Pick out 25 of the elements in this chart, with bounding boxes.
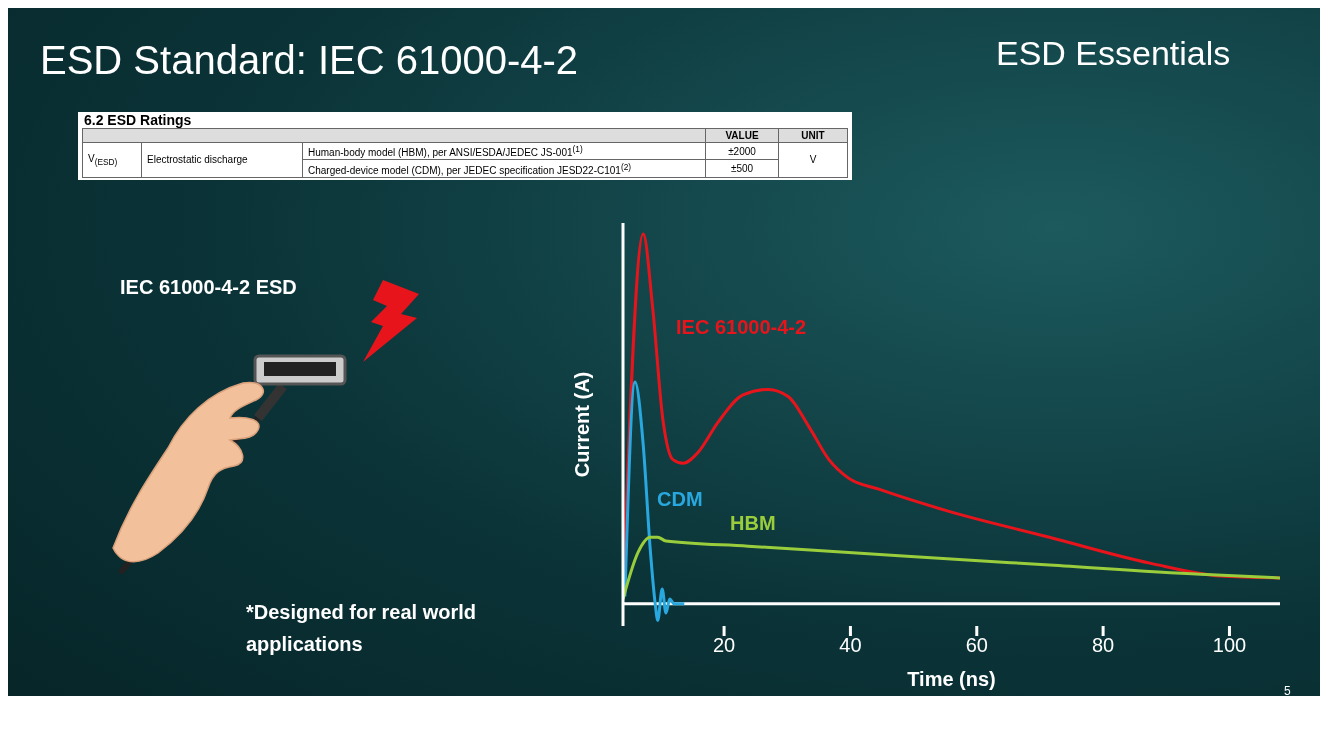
text: UNIT <box>801 130 825 141</box>
text: ±500 <box>730 162 754 174</box>
text: V$_{(ESD)}$ <box>88 152 118 167</box>
text: VALUE <box>725 130 759 141</box>
text: Electrostatic discharge <box>147 154 248 166</box>
text: V <box>809 154 817 166</box>
series-label: HBM <box>730 512 776 535</box>
x-axis-title: Time (ns) <box>907 668 996 690</box>
text: Human-body model (HBM), per ANSI/ESDA/JEDEC JS-001$^{(1)}$ <box>308 144 583 159</box>
x-tick-label: 60 <box>965 634 988 657</box>
series-label: IEC 61000-4-2 <box>676 316 807 339</box>
text: *Designed for real world applications <box>246 601 477 655</box>
text: Charged-device model (CDM), per JEDEC specification JESD22-C101$^{(2)}$ <box>308 161 632 176</box>
text: ESD Essentials <box>996 34 1231 72</box>
x-tick-label: 40 <box>839 634 862 657</box>
x-tick-label: 100 <box>1212 634 1247 657</box>
text: 6.2 ESD Ratings <box>84 112 192 128</box>
chart-title: ESD Standard: IEC 61000-4-2 <box>40 38 579 83</box>
y-axis-title: Current (A) <box>571 371 594 478</box>
text: IEC 61000-4-2 ESD <box>120 276 297 298</box>
x-tick-label: 80 <box>1091 634 1115 657</box>
x-tick-label: 20 <box>712 634 736 657</box>
text: ±2000 <box>728 145 756 157</box>
series-label: CDM <box>657 488 703 511</box>
text: 5 <box>1284 684 1291 698</box>
